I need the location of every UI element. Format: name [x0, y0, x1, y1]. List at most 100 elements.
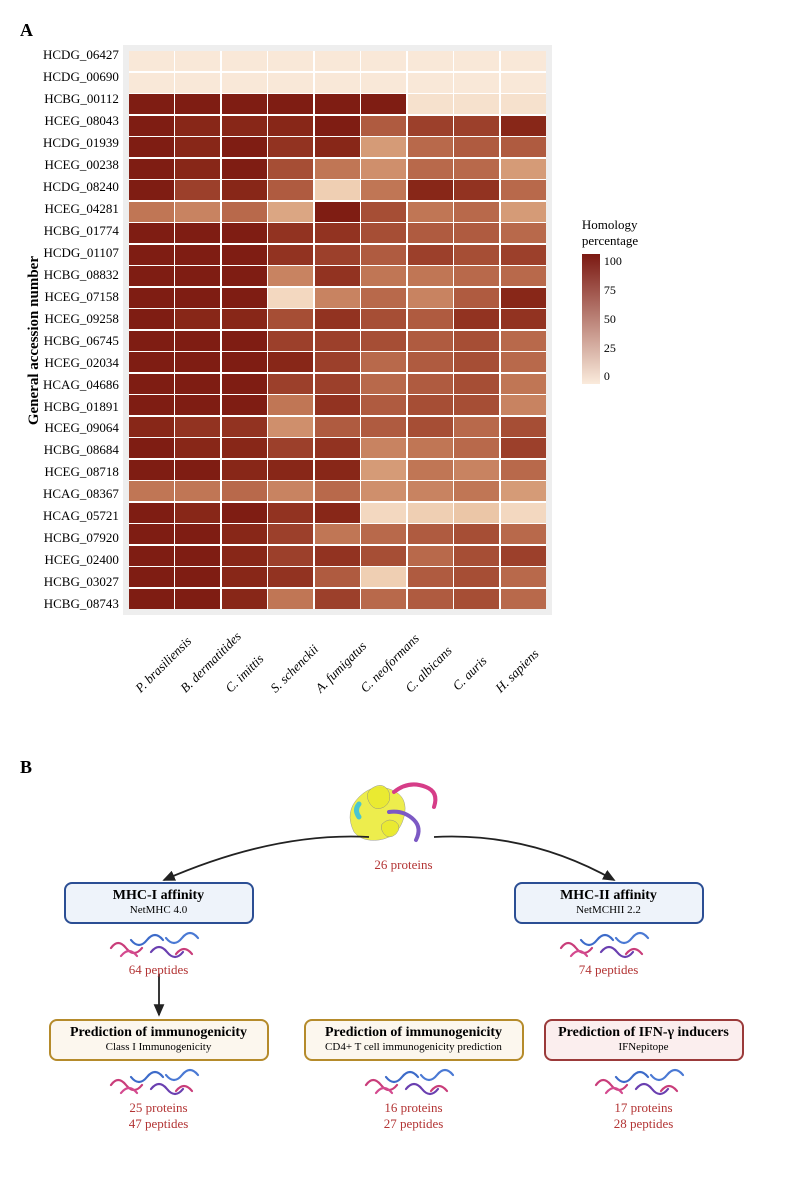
peptide-cluster-imm1 — [106, 1067, 216, 1097]
heatmap-cell — [222, 546, 267, 566]
peptide-cluster-mhc2 — [556, 930, 666, 960]
heatmap-cell — [268, 589, 313, 609]
heatmap-cell — [361, 460, 406, 480]
heatmap-cell — [129, 567, 174, 587]
heatmap-cell — [129, 159, 174, 179]
heatmap-cell — [315, 589, 360, 609]
mhc2-box: MHC-II affinity NetMCHII 2.2 — [514, 882, 704, 924]
heatmap-x-label: C. neoformans — [357, 653, 400, 696]
heatmap-x-label: H. sapiens — [492, 653, 535, 696]
heatmap-cell — [454, 417, 499, 437]
heatmap-cell — [501, 331, 546, 351]
heatmap-cell — [129, 331, 174, 351]
heatmap-cell — [408, 288, 453, 308]
heatmap-cell — [222, 159, 267, 179]
immunogenicity2-box: Prediction of immunogenicity CD4+ T cell… — [304, 1019, 524, 1061]
heatmap-cell — [175, 546, 220, 566]
heatmap-y-label: HCDG_01107 — [43, 243, 119, 263]
heatmap-cell — [454, 73, 499, 93]
heatmap-cell — [408, 352, 453, 372]
heatmap-cell — [501, 546, 546, 566]
heatmap-cell — [501, 503, 546, 523]
heatmap-cell — [129, 137, 174, 157]
mhc1-peptide-count: 64 peptides — [109, 962, 209, 978]
heatmap-cell — [408, 266, 453, 286]
heatmap-y-label: HCEG_08043 — [43, 111, 119, 131]
immunogenicity2-subtitle: CD4+ T cell immunogenicity prediction — [318, 1041, 510, 1053]
heatmap-cell — [268, 288, 313, 308]
heatmap-cell — [454, 288, 499, 308]
heatmap-cell — [315, 137, 360, 157]
heatmap-plot-area — [123, 45, 552, 615]
legend-colorbar — [582, 254, 600, 384]
mhc2-subtitle: NetMCHII 2.2 — [528, 904, 690, 916]
heatmap-cell — [361, 116, 406, 136]
heatmap-cell — [361, 438, 406, 458]
mhc2-peptide-count: 74 peptides — [559, 962, 659, 978]
heatmap-cell — [315, 438, 360, 458]
heatmap-y-label: HCEG_07158 — [43, 287, 119, 307]
heatmap-cell — [454, 589, 499, 609]
heatmap-cell — [501, 309, 546, 329]
heatmap-cell — [222, 395, 267, 415]
heatmap-cell — [361, 331, 406, 351]
heatmap-cell — [129, 73, 174, 93]
heatmap-cell — [454, 503, 499, 523]
heatmap-cell — [454, 567, 499, 587]
heatmap-cell — [268, 503, 313, 523]
ifn-subtitle: IFNepitope — [558, 1041, 730, 1053]
heatmap-cell — [315, 159, 360, 179]
heatmap-cell — [454, 266, 499, 286]
heatmap-cell — [315, 331, 360, 351]
heatmap-cell — [268, 331, 313, 351]
heatmap-cell — [175, 460, 220, 480]
heatmap-cell — [268, 352, 313, 372]
heatmap-cell — [175, 374, 220, 394]
peptide-cluster-imm2 — [361, 1067, 471, 1097]
mhc1-title: MHC-I affinity — [78, 888, 240, 904]
heatmap-x-label: B. dermatitides — [177, 653, 220, 696]
heatmap-cell — [361, 288, 406, 308]
immunogenicity1-box: Prediction of immunogenicity Class I Imm… — [49, 1019, 269, 1061]
heatmap-cell — [315, 481, 360, 501]
heatmap-cell — [175, 395, 220, 415]
heatmap-cell — [454, 223, 499, 243]
heatmap-cell — [268, 94, 313, 114]
heatmap-cell — [315, 503, 360, 523]
heatmap-cell — [361, 524, 406, 544]
heatmap-cell — [129, 503, 174, 523]
heatmap-cell — [361, 395, 406, 415]
heatmap-cell — [501, 73, 546, 93]
heatmap-grid — [129, 51, 546, 609]
heatmap-cell — [501, 288, 546, 308]
y-axis-title: General accession number — [20, 256, 43, 425]
heatmap-cell — [175, 524, 220, 544]
heatmap-cell — [408, 567, 453, 587]
heatmap-cell — [408, 202, 453, 222]
heatmap-y-label: HCDG_00690 — [43, 67, 119, 87]
heatmap-cell — [129, 180, 174, 200]
heatmap-cell — [454, 159, 499, 179]
heatmap-cell — [454, 524, 499, 544]
heatmap-cell — [315, 288, 360, 308]
heatmap-cell — [268, 137, 313, 157]
heatmap-cell — [501, 438, 546, 458]
heatmap-cell — [408, 159, 453, 179]
heatmap-cell — [222, 202, 267, 222]
heatmap-cell — [222, 460, 267, 480]
heatmap-cell — [268, 524, 313, 544]
legend-title: Homology percentage — [582, 217, 638, 248]
heatmap-cell — [175, 309, 220, 329]
heatmap-cell — [408, 223, 453, 243]
heatmap-y-label: HCBG_01891 — [43, 397, 119, 417]
heatmap-cell — [129, 202, 174, 222]
heatmap-cell — [315, 309, 360, 329]
legend-tick: 75 — [604, 283, 622, 298]
heatmap-cell — [454, 51, 499, 71]
heatmap-cell — [129, 116, 174, 136]
heatmap-cell — [175, 589, 220, 609]
heatmap-cell — [175, 567, 220, 587]
heatmap-cell — [315, 202, 360, 222]
heatmap-y-label: HCEG_09258 — [43, 309, 119, 329]
peptide-cluster-ifn — [591, 1067, 701, 1097]
